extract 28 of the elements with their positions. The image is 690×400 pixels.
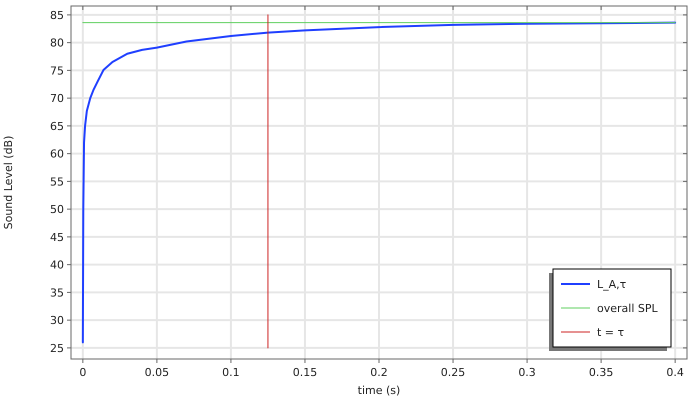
y-tick-label: 30 xyxy=(50,314,64,328)
legend-label: L_A,τ xyxy=(597,278,627,291)
x-tick-label: 0.3 xyxy=(518,366,536,379)
x-tick-label: 0.15 xyxy=(292,366,318,379)
x-tick-label: 0.2 xyxy=(370,366,388,379)
y-tick-label: 75 xyxy=(50,64,64,78)
y-tick-label: 40 xyxy=(50,258,64,272)
x-tick-label: 0.25 xyxy=(440,366,466,379)
x-tick-label: 0.05 xyxy=(144,366,170,379)
y-tick-label: 80 xyxy=(50,36,64,50)
legend-label: t = τ xyxy=(597,326,625,339)
x-tick-label: 0 xyxy=(79,366,86,379)
y-tick-label: 65 xyxy=(50,120,64,133)
line-series xyxy=(82,22,676,344)
x-axis-title: time (s) xyxy=(358,384,400,397)
y-tick-label: 45 xyxy=(50,230,64,244)
y-tick-label: 60 xyxy=(50,148,64,161)
x-tick-label: 0.35 xyxy=(588,366,614,379)
x-tick-label: 0.4 xyxy=(666,366,684,379)
y-tick-label: 35 xyxy=(50,286,64,300)
x-tick-label: 0.1 xyxy=(222,366,240,379)
y-tick-label: 50 xyxy=(50,203,64,216)
y-tick-label: 85 xyxy=(50,8,64,22)
y-tick-label: 70 xyxy=(50,92,64,106)
y-tick-label: 25 xyxy=(50,342,64,355)
y-tick-label: 55 xyxy=(50,175,64,188)
legend-label: overall SPL xyxy=(597,302,658,315)
y-axis-title: Sound Level (dB) xyxy=(2,136,15,230)
